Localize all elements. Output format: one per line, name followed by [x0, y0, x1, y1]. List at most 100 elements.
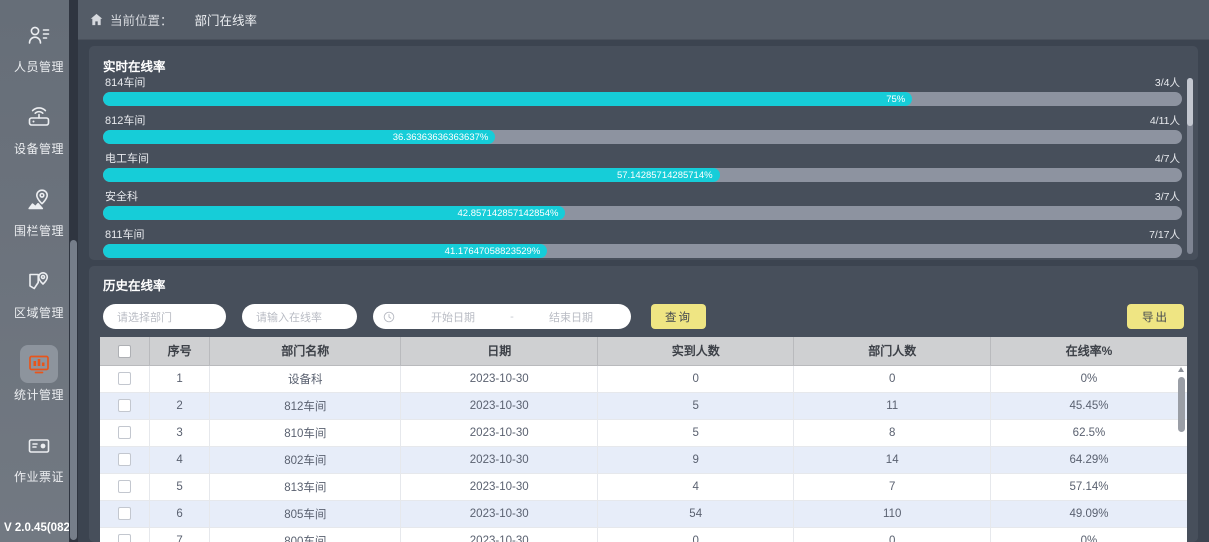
realtime-bar-row: 811车间 7/17人 41.17647058823529% [103, 226, 1182, 258]
realtime-bar-row: 电工车间 4/7人 57.14285714285714% [103, 150, 1182, 182]
row-checkbox-cell[interactable] [100, 419, 151, 447]
home-icon[interactable] [90, 13, 103, 26]
cell-date: 2023-10-30 [400, 419, 598, 447]
cell-index: 1 [149, 365, 211, 393]
cell-total: 11 [793, 392, 991, 420]
online-rate-input[interactable]: 请输入在线率 [242, 304, 357, 329]
table-row[interactable]: 6 805车间 2023-10-30 54 110 49.09% [100, 500, 1187, 528]
department-select[interactable]: 请选择部门 [103, 304, 226, 329]
cell-actual: 54 [597, 500, 795, 528]
clock-icon [383, 311, 403, 323]
realtime-bar-count: 7/17人 [1149, 229, 1180, 241]
realtime-bar-label: 812车间 [105, 115, 146, 127]
table-row[interactable]: 4 802车间 2023-10-30 9 14 64.29% [100, 446, 1187, 474]
cell-actual: 9 [597, 446, 795, 474]
user-manage-icon [20, 17, 58, 55]
sidebar-item-label: 人员管理 [13, 60, 64, 74]
row-checkbox[interactable] [118, 399, 132, 412]
sidebar-item-statistics[interactable]: 统计管理 [0, 332, 78, 414]
date-range-separator: - [510, 310, 514, 323]
filter-bar: 请选择部门 请输入在线率 开始日期 - 结束日期 查 [89, 295, 1198, 329]
realtime-bar-list: 814车间 3/4人 75% 812车间 4/11人 36.36363636363637%… [89, 74, 1198, 260]
column-header-rate: 在线率% [990, 337, 1187, 366]
history-table-container: 序号 部门名称 日期 实到人数 部门人数 在线率% 1 设备科 2023-10-30… [100, 337, 1187, 542]
breadcrumb-current-page: 部门在线率 [194, 14, 258, 28]
realtime-bar-fill: 36.36363636363637% [103, 130, 496, 144]
scroll-up-arrow-icon[interactable] [1178, 367, 1184, 372]
sidebar-item-personnel[interactable]: 人员管理 [0, 4, 78, 86]
table-row[interactable]: 1 设备科 2023-10-30 0 0 0% [100, 365, 1187, 393]
row-checkbox-cell[interactable] [100, 500, 151, 528]
table-row[interactable]: 2 812车间 2023-10-30 5 11 45.45% [100, 392, 1187, 420]
cell-total: 0 [793, 527, 991, 542]
realtime-scrollbar-thumb[interactable] [1187, 78, 1193, 126]
table-scrollbar-thumb[interactable] [1178, 377, 1185, 432]
row-checkbox[interactable] [118, 507, 132, 520]
date-range-picker[interactable]: 开始日期 - 结束日期 [373, 304, 631, 329]
realtime-panel-title: 实时在线率 [103, 60, 166, 74]
select-all-header[interactable] [100, 337, 151, 366]
date-start-placeholder: 开始日期 [431, 311, 475, 324]
realtime-bar-fill: 42.857142857142854% [103, 206, 566, 220]
realtime-scrollbar[interactable] [1187, 78, 1193, 254]
row-checkbox[interactable] [118, 372, 132, 385]
row-checkbox-cell[interactable] [100, 446, 151, 474]
sidebar-item-fence[interactable]: 围栏管理 [0, 168, 78, 250]
sidebar-scrollbar-thumb[interactable] [70, 240, 77, 540]
cell-department: 810车间 [209, 419, 402, 447]
table-row[interactable]: 5 813车间 2023-10-30 4 7 57.14% [100, 473, 1187, 501]
row-checkbox-cell[interactable] [100, 473, 151, 501]
row-checkbox-cell[interactable] [100, 527, 151, 542]
cell-department: 设备科 [209, 365, 402, 393]
realtime-bar-track: 75% [103, 92, 1182, 106]
cell-rate: 0% [990, 365, 1187, 393]
table-row[interactable]: 7 800车间 2023-10-30 0 0 0% [100, 527, 1187, 542]
device-manage-icon [20, 99, 58, 137]
cell-index: 2 [149, 392, 211, 420]
cell-total: 14 [793, 446, 991, 474]
table-scrollbar[interactable] [1178, 367, 1185, 540]
cell-department: 800车间 [209, 527, 402, 542]
sidebar-scrollbar[interactable] [69, 0, 78, 542]
column-header-index: 序号 [149, 337, 211, 366]
cell-rate: 0% [990, 527, 1187, 542]
cell-rate: 45.45% [990, 392, 1187, 420]
select-all-checkbox[interactable] [118, 344, 132, 358]
row-checkbox-cell[interactable] [100, 392, 151, 420]
sidebar-item-label: 设备管理 [13, 142, 64, 156]
row-checkbox[interactable] [118, 426, 132, 439]
sidebar-item-work-permit[interactable]: 作业票证 [0, 414, 78, 496]
cell-total: 0 [793, 365, 991, 393]
realtime-bar-track: 42.857142857142854% [103, 206, 1182, 220]
work-permit-icon [20, 427, 58, 465]
history-table: 序号 部门名称 日期 实到人数 部门人数 在线率% 1 设备科 2023-10-30… [100, 337, 1187, 542]
export-button[interactable]: 导出 [1127, 304, 1184, 329]
sidebar-item-device[interactable]: 设备管理 [0, 86, 78, 168]
history-panel-title: 历史在线率 [103, 279, 166, 293]
table-row[interactable]: 3 810车间 2023-10-30 5 8 62.5% [100, 419, 1187, 447]
area-manage-icon [20, 263, 58, 301]
cell-date: 2023-10-30 [400, 473, 598, 501]
realtime-bar-percent: 41.17647058823529% [444, 245, 541, 257]
sidebar-item-label: 围栏管理 [13, 224, 64, 238]
realtime-bar-row: 812车间 4/11人 36.36363636363637% [103, 112, 1182, 144]
row-checkbox[interactable] [118, 453, 132, 466]
realtime-bar-fill: 57.14285714285714% [103, 168, 720, 182]
realtime-bar-track: 36.36363636363637% [103, 130, 1182, 144]
sidebar-item-area[interactable]: 区域管理 [0, 250, 78, 332]
realtime-bar-label: 安全科 [105, 191, 138, 203]
cell-actual: 5 [597, 419, 795, 447]
realtime-bar-count: 3/7人 [1154, 191, 1180, 203]
stats-manage-icon [20, 345, 58, 383]
row-checkbox[interactable] [118, 480, 132, 493]
cell-rate: 64.29% [990, 446, 1187, 474]
cell-index: 6 [149, 500, 211, 528]
row-checkbox[interactable] [118, 534, 132, 542]
realtime-bar-label: 811车间 [105, 229, 145, 241]
table-header-row: 序号 部门名称 日期 实到人数 部门人数 在线率% [100, 337, 1187, 366]
realtime-online-rate-panel: 实时在线率 814车间 3/4人 75% 812车间 4/11人 36.363636363… [89, 46, 1198, 260]
query-button[interactable]: 查询 [651, 304, 706, 329]
realtime-bar-percent: 36.36363636363637% [392, 131, 489, 143]
history-table-body: 1 设备科 2023-10-30 0 0 0% 2 812车间 2023-10-30 5 11 45.… [100, 365, 1187, 542]
row-checkbox-cell[interactable] [100, 365, 151, 393]
